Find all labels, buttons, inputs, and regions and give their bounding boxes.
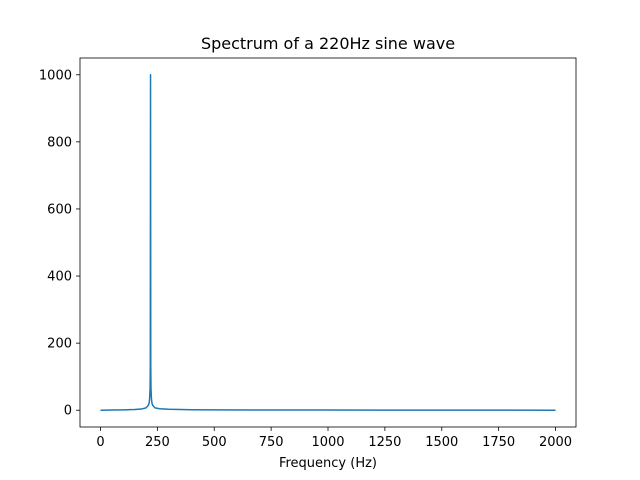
series-line-0 (100, 74, 556, 411)
x-tick-label: 1250 (368, 435, 401, 450)
x-tick-label: 0 (96, 435, 104, 450)
x-tick-label: 1000 (311, 435, 344, 450)
x-axis-label: Frequency (Hz) (279, 456, 377, 471)
x-tick-label: 1500 (425, 435, 458, 450)
y-tick-label: 800 (47, 135, 72, 150)
x-tick-label: 500 (202, 435, 227, 450)
x-tick-label: 1750 (482, 435, 515, 450)
chart-title: Spectrum of a 220Hz sine wave (201, 34, 455, 53)
x-tick-label: 2000 (539, 435, 572, 450)
plot-frame (79, 57, 577, 428)
y-tick-label: 0 (64, 404, 72, 419)
y-tick-label: 600 (47, 202, 72, 217)
x-tick-label: 750 (259, 435, 284, 450)
series-layer (100, 74, 556, 411)
axes-layer: 0 250 500 750 1000 1250 1500 1750 2000 0 200 400 600… (39, 57, 577, 450)
x-tick-label: 250 (145, 435, 170, 450)
y-tick-label: 400 (47, 270, 72, 285)
y-tick-label: 200 (47, 337, 72, 352)
y-tick-label: 1000 (39, 68, 72, 83)
